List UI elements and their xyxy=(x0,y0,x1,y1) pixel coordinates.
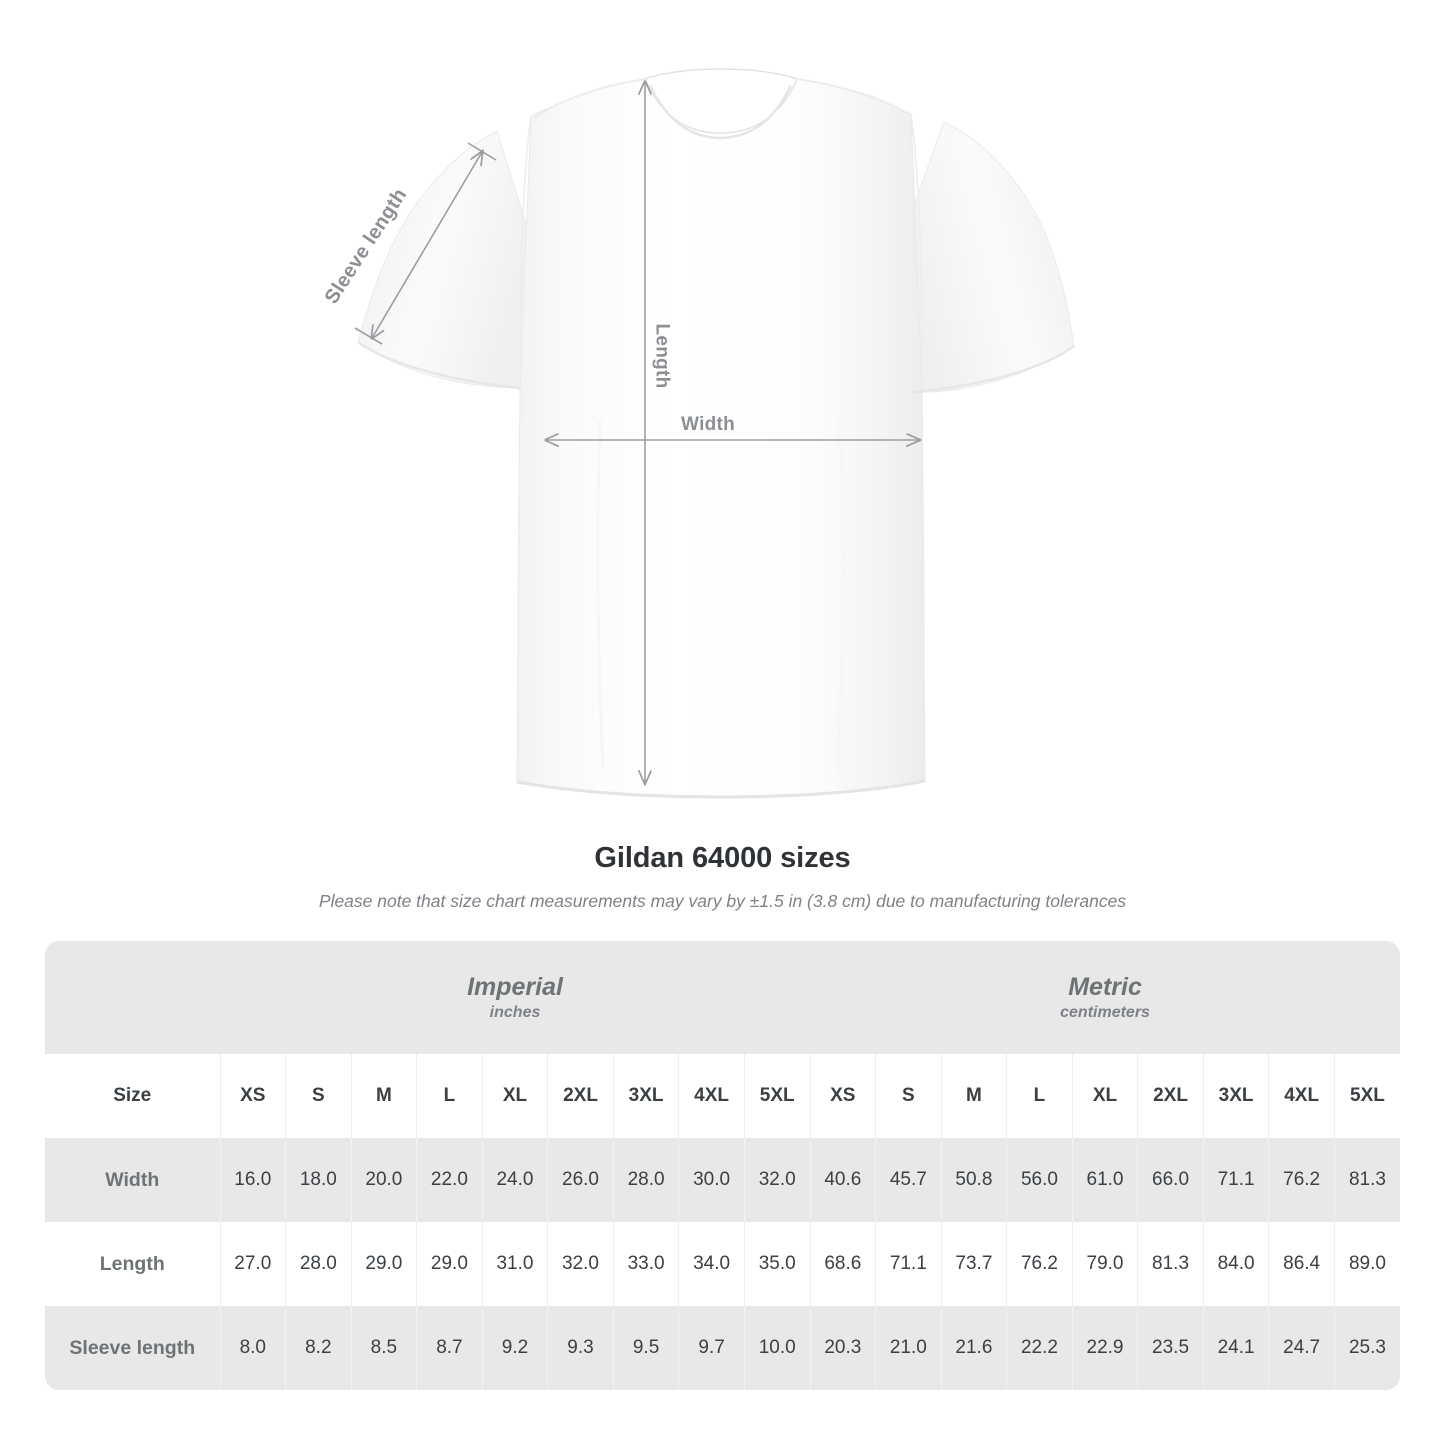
size-header-cell: XS xyxy=(809,1054,876,1138)
size-chart-table: Imperial inches Metric centimeters Size … xyxy=(45,941,1400,1390)
measurement-cell: 32.0 xyxy=(547,1222,614,1306)
tshirt-illustration xyxy=(354,68,1075,799)
measurement-cell: 10.0 xyxy=(743,1306,811,1390)
measurement-cell: 28.0 xyxy=(612,1138,679,1222)
size-header-cell: S xyxy=(875,1054,942,1138)
measurement-cell: 34.0 xyxy=(678,1222,745,1306)
table-row: Width 16.0 18.0 20.0 22.0 24.0 26.0 28.0 30.0 32.… xyxy=(45,1138,1400,1222)
size-header-cell: L xyxy=(416,1054,483,1138)
measurement-cell: 66.0 xyxy=(1137,1138,1204,1222)
measurement-cell: 9.5 xyxy=(612,1306,679,1390)
measurement-cell: 84.0 xyxy=(1202,1222,1269,1306)
table-row: Length 27.0 28.0 29.0 29.0 31.0 32.0 33.0 34.0 35… xyxy=(45,1222,1400,1306)
measurement-cell: 76.2 xyxy=(1268,1138,1335,1222)
size-header-cell: 2XL xyxy=(547,1054,614,1138)
size-header-cell: 5XL xyxy=(1333,1054,1400,1138)
measurement-cell: 8.2 xyxy=(285,1306,352,1390)
row-label: Width xyxy=(45,1138,220,1222)
measurement-cell: 81.3 xyxy=(1333,1138,1400,1222)
measurement-cell: 28.0 xyxy=(285,1222,352,1306)
measurement-cell: 16.0 xyxy=(219,1138,286,1222)
measurement-cell: 23.5 xyxy=(1137,1306,1204,1390)
measurement-cell: 26.0 xyxy=(547,1138,614,1222)
size-header-cell: L xyxy=(1006,1054,1073,1138)
size-header-cell: 2XL xyxy=(1137,1054,1204,1138)
measurement-cell: 40.6 xyxy=(809,1138,876,1222)
measurement-cell: 9.2 xyxy=(481,1306,548,1390)
row-label: Length xyxy=(45,1222,220,1306)
row-label: Sleeve length xyxy=(45,1306,220,1390)
size-header-cell: M xyxy=(940,1054,1007,1138)
width-label: Width xyxy=(681,414,736,435)
measurement-cell: 31.0 xyxy=(481,1222,548,1306)
measurement-cell: 24.1 xyxy=(1202,1306,1269,1390)
page-title: Gildan 64000 sizes xyxy=(594,842,851,874)
measurement-cell: 32.0 xyxy=(743,1138,811,1222)
size-header-cell: S xyxy=(285,1054,352,1138)
measurement-cell: 61.0 xyxy=(1071,1138,1138,1222)
unit-group-imperial: Imperial inches xyxy=(220,941,811,1054)
table-row: Sleeve length 8.0 8.2 8.5 8.7 9.2 9.3 9.5 9.7 10.… xyxy=(45,1306,1400,1390)
measurement-cell: 71.1 xyxy=(1202,1138,1269,1222)
unit-header-row: Imperial inches Metric centimeters xyxy=(45,941,1400,1054)
measurement-cell: 8.0 xyxy=(219,1306,286,1390)
size-header-cell: 4XL xyxy=(1268,1054,1335,1138)
unit-group-metric-sub: centimeters xyxy=(1060,1004,1150,1022)
size-header-cell: XL xyxy=(481,1054,548,1138)
measurement-cell: 76.2 xyxy=(1006,1222,1073,1306)
measurement-cell: 71.1 xyxy=(875,1222,942,1306)
measurement-cell: 35.0 xyxy=(743,1222,811,1306)
measurement-cell: 29.0 xyxy=(416,1222,483,1306)
tshirt-diagram: Sleeve length Length Width xyxy=(321,68,1075,799)
measurement-cell: 22.0 xyxy=(416,1138,483,1222)
measurement-cell: 73.7 xyxy=(940,1222,1007,1306)
measurement-cell: 89.0 xyxy=(1333,1222,1400,1306)
measurement-cell: 27.0 xyxy=(219,1222,286,1306)
unit-group-metric: Metric centimeters xyxy=(810,941,1400,1054)
size-header-cell: 3XL xyxy=(1202,1054,1269,1138)
size-header-cell: 3XL xyxy=(612,1054,679,1138)
unit-group-metric-name: Metric xyxy=(1068,972,1142,1001)
measurement-cell: 8.5 xyxy=(350,1306,417,1390)
size-header-cell: 4XL xyxy=(678,1054,745,1138)
size-corner-label: Size xyxy=(45,1054,220,1138)
measurement-cell: 68.6 xyxy=(809,1222,876,1306)
measurement-cell: 45.7 xyxy=(875,1138,942,1222)
measurement-cell: 29.0 xyxy=(350,1222,417,1306)
measurement-cell: 30.0 xyxy=(678,1138,745,1222)
measurement-cell: 50.8 xyxy=(940,1138,1007,1222)
size-header-cell: XL xyxy=(1071,1054,1138,1138)
measurement-cell: 9.7 xyxy=(678,1306,745,1390)
measurement-cell: 56.0 xyxy=(1006,1138,1073,1222)
length-label: Length xyxy=(651,323,673,389)
sleeve-length-arrow xyxy=(354,142,497,345)
unit-group-imperial-name: Imperial xyxy=(467,972,563,1001)
measurement-cell: 25.3 xyxy=(1333,1306,1400,1390)
measurement-cell: 33.0 xyxy=(612,1222,679,1306)
size-header-cell: 5XL xyxy=(743,1054,811,1138)
tolerance-note: Please note that size chart measurements… xyxy=(318,891,1127,911)
size-header-row: Size XS S M L XL 2XL 3XL 4XL 5XL XS S M L XL 2XL 3XL 4XL… xyxy=(45,1054,1400,1138)
measurement-cell: 22.9 xyxy=(1071,1306,1138,1390)
measurement-cell: 79.0 xyxy=(1071,1222,1138,1306)
unit-group-imperial-sub: inches xyxy=(489,1004,541,1022)
measurement-cell: 20.0 xyxy=(350,1138,417,1222)
measurement-cell: 86.4 xyxy=(1268,1222,1335,1306)
measurement-cell: 24.0 xyxy=(481,1138,548,1222)
size-header-cell: XS xyxy=(219,1054,286,1138)
measurement-cell: 24.7 xyxy=(1268,1306,1335,1390)
measurement-cell: 21.0 xyxy=(875,1306,942,1390)
measurement-cell: 20.3 xyxy=(809,1306,876,1390)
unit-header-spacer xyxy=(45,941,220,1054)
measurement-cell: 81.3 xyxy=(1137,1222,1204,1306)
measurement-cell: 21.6 xyxy=(940,1306,1007,1390)
size-header-cell: M xyxy=(350,1054,417,1138)
title-block: Gildan 64000 sizes Please note that size… xyxy=(0,842,1445,912)
measurement-cell: 18.0 xyxy=(285,1138,352,1222)
measurement-cell: 8.7 xyxy=(416,1306,483,1390)
measurement-cell: 9.3 xyxy=(547,1306,614,1390)
measurement-cell: 22.2 xyxy=(1006,1306,1073,1390)
